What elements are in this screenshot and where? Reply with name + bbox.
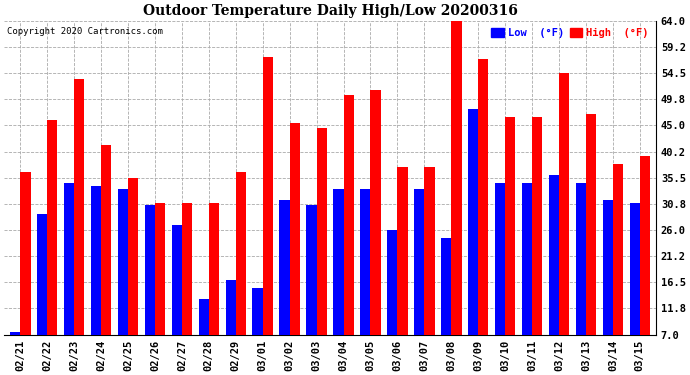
- Bar: [360, 189, 371, 335]
- Bar: [640, 156, 650, 335]
- Bar: [414, 189, 424, 335]
- Bar: [37, 213, 47, 335]
- Bar: [629, 202, 640, 335]
- Bar: [333, 189, 344, 335]
- Bar: [387, 230, 397, 335]
- Bar: [10, 332, 20, 335]
- Bar: [495, 183, 505, 335]
- Bar: [47, 120, 57, 335]
- Bar: [424, 167, 435, 335]
- Bar: [226, 280, 236, 335]
- Bar: [182, 202, 193, 335]
- Bar: [397, 167, 408, 335]
- Bar: [236, 172, 246, 335]
- Bar: [478, 59, 489, 335]
- Bar: [613, 164, 623, 335]
- Bar: [209, 202, 219, 335]
- Bar: [263, 57, 273, 335]
- Bar: [468, 109, 478, 335]
- Bar: [118, 189, 128, 335]
- Bar: [279, 200, 290, 335]
- Bar: [575, 183, 586, 335]
- Bar: [344, 95, 354, 335]
- Bar: [532, 117, 542, 335]
- Bar: [559, 73, 569, 335]
- Bar: [549, 175, 559, 335]
- Bar: [145, 205, 155, 335]
- Bar: [586, 114, 596, 335]
- Bar: [91, 186, 101, 335]
- Bar: [253, 288, 263, 335]
- Bar: [155, 202, 165, 335]
- Bar: [602, 200, 613, 335]
- Legend: Low  (°F), High  (°F): Low (°F), High (°F): [489, 26, 651, 40]
- Bar: [451, 21, 462, 335]
- Bar: [20, 172, 30, 335]
- Bar: [306, 205, 317, 335]
- Bar: [64, 183, 75, 335]
- Text: Copyright 2020 Cartronics.com: Copyright 2020 Cartronics.com: [8, 27, 164, 36]
- Bar: [199, 299, 209, 335]
- Bar: [505, 117, 515, 335]
- Bar: [75, 79, 84, 335]
- Bar: [317, 128, 327, 335]
- Bar: [101, 145, 111, 335]
- Bar: [128, 178, 138, 335]
- Bar: [522, 183, 532, 335]
- Bar: [371, 90, 381, 335]
- Bar: [290, 123, 300, 335]
- Bar: [441, 238, 451, 335]
- Title: Outdoor Temperature Daily High/Low 20200316: Outdoor Temperature Daily High/Low 20200…: [143, 4, 518, 18]
- Bar: [172, 225, 182, 335]
